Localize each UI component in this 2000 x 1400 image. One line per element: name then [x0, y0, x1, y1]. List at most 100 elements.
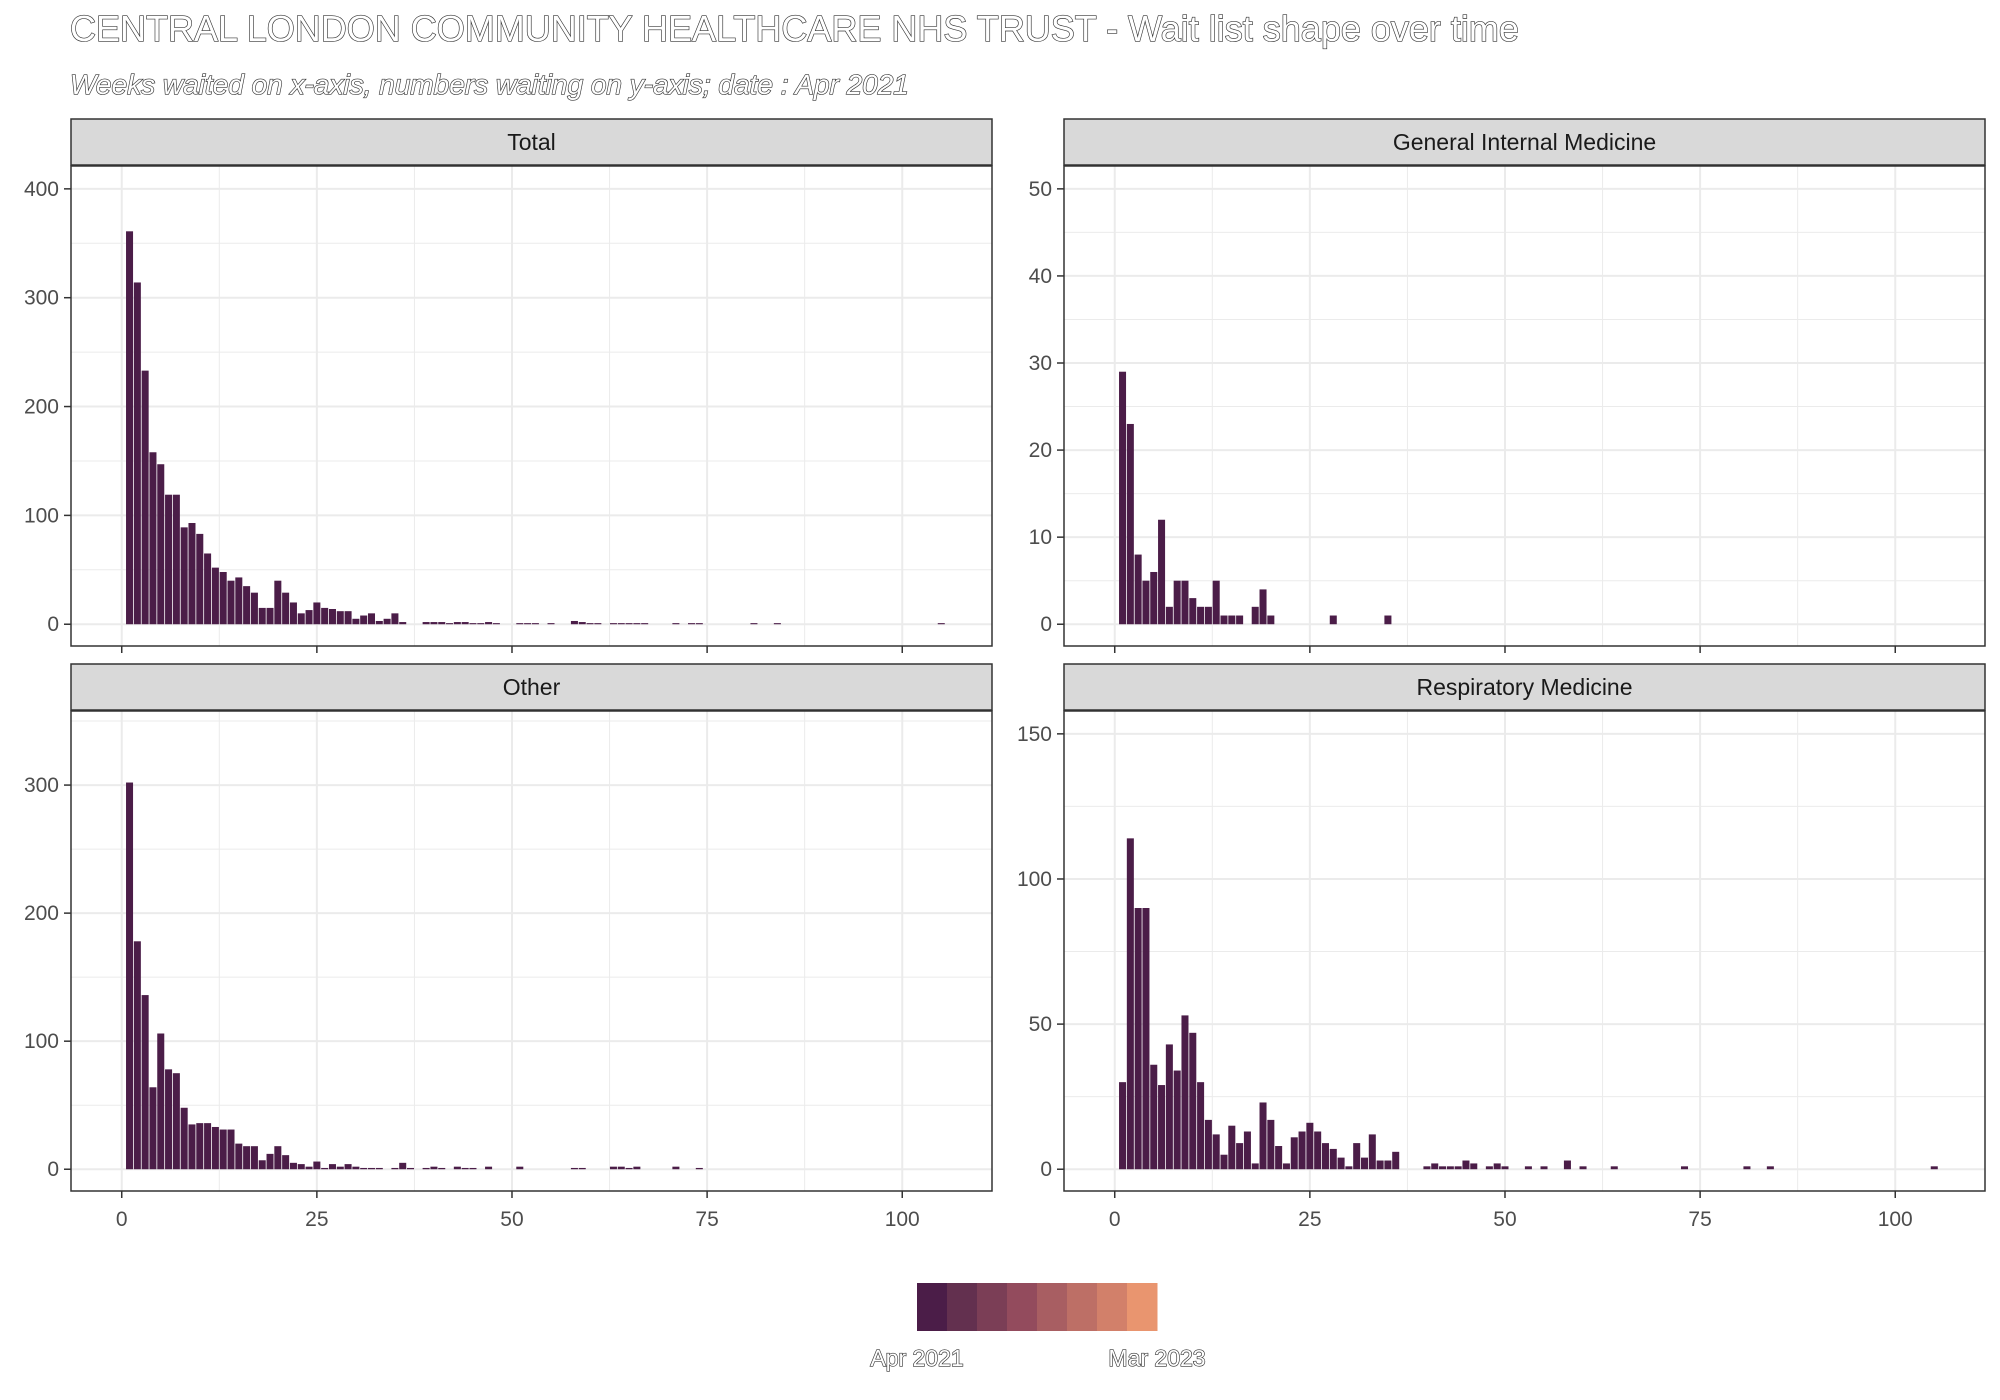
- bar: [430, 1166, 438, 1170]
- bar: [328, 608, 336, 625]
- bar: [375, 620, 383, 625]
- y-tick-label: 150: [1017, 723, 1052, 746]
- bar: [1158, 1085, 1166, 1170]
- y-tick-label: 20: [1029, 439, 1052, 462]
- bar: [1267, 1119, 1275, 1170]
- facet-strip: [1063, 118, 1986, 166]
- bar: [1493, 1163, 1501, 1170]
- y-tick-label: 50: [1029, 1013, 1052, 1036]
- x-tick-label: 0: [1109, 1208, 1121, 1231]
- bar: [375, 1167, 383, 1170]
- bar: [453, 1166, 461, 1170]
- bar: [1485, 1166, 1493, 1170]
- bar-series: [126, 782, 703, 1170]
- panel-background: [1064, 711, 1985, 1191]
- bar: [1228, 1125, 1236, 1170]
- bar: [672, 1166, 680, 1170]
- bar: [141, 995, 149, 1170]
- y-tick-label: 50: [1029, 178, 1052, 201]
- bar: [367, 1167, 376, 1170]
- facet-strip: [1063, 663, 1986, 711]
- bar: [1259, 589, 1267, 625]
- bar: [344, 611, 352, 625]
- bar: [1134, 554, 1142, 625]
- y-tick-label: 100: [24, 1030, 59, 1053]
- bar: [133, 282, 141, 625]
- bar: [313, 1161, 321, 1170]
- bar: [1251, 1163, 1259, 1170]
- bar: [297, 1164, 305, 1170]
- bar: [149, 1087, 157, 1170]
- bar: [430, 622, 438, 625]
- bar: [1431, 1163, 1439, 1170]
- bar: [180, 527, 188, 625]
- bar: [1610, 1166, 1618, 1170]
- bar: [219, 571, 227, 625]
- gridlines: [71, 166, 992, 646]
- y-axis: 0 10 20 30 40 50: [1029, 178, 1064, 636]
- bar: [1142, 908, 1150, 1170]
- bar: [609, 1166, 617, 1170]
- bar: [1376, 1160, 1384, 1170]
- bar: [266, 1153, 274, 1170]
- bar: [1165, 1044, 1173, 1170]
- bar: [1368, 1134, 1376, 1170]
- bar: [1680, 1166, 1689, 1170]
- bar: [438, 622, 446, 625]
- bar: [570, 620, 578, 625]
- bar: [1236, 615, 1244, 625]
- bar: [1181, 1015, 1189, 1170]
- bar: [633, 1166, 641, 1170]
- bar: [477, 623, 485, 625]
- bar: [243, 586, 251, 625]
- facet-panel: Respiratory Medicine 0 50 100 150 0 25 50 75 100: [1017, 663, 1986, 1231]
- bar: [305, 1166, 313, 1170]
- bar: [1306, 1122, 1314, 1170]
- bar: [1524, 1166, 1532, 1170]
- y-axis: 0 100 200 300: [24, 774, 71, 1181]
- y-axis: 0 100 200 300 400: [24, 178, 71, 636]
- bar-series: [1119, 838, 1938, 1170]
- facet-panel: General Internal Medicine 0 10 20 30 40 50: [1029, 118, 1986, 653]
- bar: [399, 622, 407, 625]
- facet-strip: [70, 118, 993, 166]
- bar: [687, 623, 696, 625]
- x-tick-label: 25: [1298, 1208, 1321, 1231]
- bar: [336, 1166, 344, 1170]
- bar: [383, 618, 391, 625]
- bar: [1142, 580, 1150, 625]
- panel-border: [70, 710, 993, 1192]
- y-tick-label: 100: [24, 504, 59, 527]
- bar: [1329, 615, 1337, 625]
- bar: [1282, 1163, 1290, 1170]
- bar: [258, 607, 266, 625]
- bar: [1189, 1032, 1197, 1170]
- bar: [313, 602, 321, 625]
- bar: [1470, 1163, 1478, 1170]
- bar: [547, 623, 555, 625]
- bar: [625, 623, 633, 625]
- x-tick-label: 100: [885, 1208, 920, 1231]
- legend-swatch: [1097, 1283, 1128, 1331]
- bar: [617, 623, 625, 625]
- bar: [204, 553, 212, 625]
- bar: [469, 623, 477, 625]
- bar: [469, 1167, 477, 1170]
- legend-low-label: Apr 2021: [870, 1345, 963, 1371]
- bar: [250, 592, 258, 625]
- bar: [750, 623, 758, 625]
- legend-swatch: [977, 1283, 1008, 1331]
- bar: [1173, 580, 1181, 625]
- bar: [1189, 598, 1197, 625]
- bar: [321, 607, 329, 625]
- bar: [446, 623, 454, 625]
- y-tick-label: 200: [24, 902, 59, 925]
- bar: [1204, 1119, 1212, 1170]
- bar: [1766, 1166, 1774, 1170]
- bar: [1360, 1157, 1369, 1170]
- bar: [1243, 1131, 1251, 1170]
- bar: [352, 1166, 360, 1170]
- bar: [461, 1167, 469, 1170]
- legend-swatch: [1007, 1283, 1038, 1331]
